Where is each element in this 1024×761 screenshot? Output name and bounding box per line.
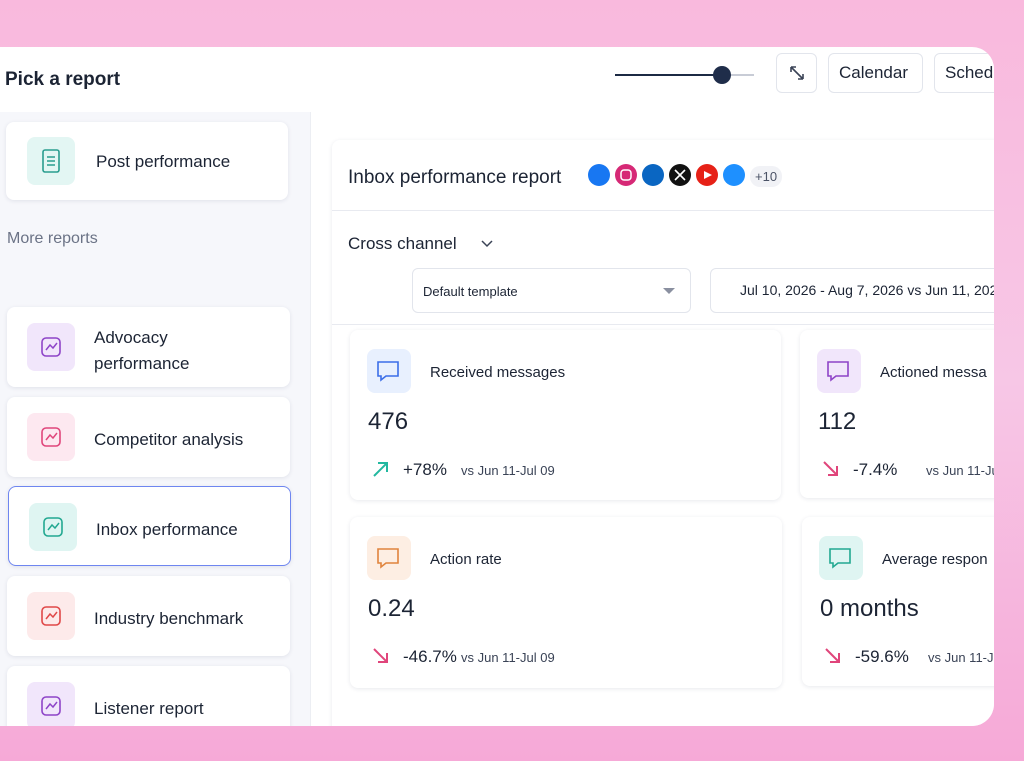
metric-icon: [367, 536, 411, 580]
section-title: More reports: [7, 230, 98, 247]
report-picker: Pick a report Calendar Sched Post perfor…: [0, 47, 994, 726]
more-networks[interactable]: +10: [750, 166, 783, 187]
metric-value: 0 months: [820, 595, 919, 622]
item-icon: [27, 592, 75, 640]
trend-arrow: [824, 647, 842, 670]
item-label: Industry benchmark: [94, 609, 244, 628]
channel-select[interactable]: Cross channel: [348, 234, 457, 253]
zoom-slider[interactable]: [612, 63, 762, 87]
metric-icon: [817, 349, 861, 393]
metric-change: -46.7%: [403, 647, 457, 666]
sidebar-item[interactable]: Competitor analysis: [7, 397, 290, 477]
metric-compare: vs Jun 11-Jul 09: [461, 650, 555, 665]
network-icons: [588, 164, 745, 186]
metric-change: -7.4%: [853, 460, 898, 479]
sidebar-item[interactable]: Listener report: [7, 666, 290, 726]
item-label: Inbox performance: [96, 520, 238, 539]
channel-caret: [481, 240, 493, 248]
sidebar-item[interactable]: Post performance: [6, 122, 288, 200]
item-label: Advocacy performance: [94, 328, 190, 373]
trend-arrow: [372, 647, 390, 670]
item-icon: [27, 682, 75, 726]
item-icon: [29, 503, 77, 551]
report-title: Inbox performance report: [348, 167, 562, 188]
trend-arrow: [372, 460, 390, 483]
metric-value: 476: [368, 408, 409, 435]
metric-label: Actioned messa: [880, 364, 987, 381]
template-select[interactable]: Default template: [412, 268, 691, 313]
item-icon: [27, 323, 75, 371]
metric-label: Received messages: [430, 364, 566, 381]
metric-card: Average respon 0 months -59.6% vs Jun 11-J: [802, 517, 994, 686]
metric-icon: [819, 536, 863, 580]
header-title: Pick a report: [5, 69, 121, 90]
metric-value: 0.24: [368, 595, 415, 622]
item-label: Competitor analysis: [94, 430, 244, 449]
metric-compare: vs Jun 11-J: [928, 650, 994, 665]
schedule-button[interactable]: Sched: [934, 53, 994, 93]
divider: [332, 324, 994, 325]
sidebar-item[interactable]: Inbox performance: [8, 486, 291, 566]
template-label: Default template: [423, 284, 518, 299]
sidebar-item[interactable]: Industry benchmark: [7, 576, 290, 656]
calendar-button[interactable]: Calendar: [828, 53, 923, 93]
sidebar-item[interactable]: Advocacy performance: [7, 307, 290, 387]
item-icon: [27, 413, 75, 461]
metric-label: Action rate: [430, 551, 502, 568]
date-range-select[interactable]: Jul 10, 2026 - Aug 7, 2026 vs Jun 11, 20…: [710, 268, 994, 313]
item-label: Listener report: [94, 699, 204, 718]
metric-card: Actioned messa 112 -7.4% vs Jun 11-Jul: [800, 330, 994, 498]
trend-arrow: [822, 460, 840, 483]
metric-card: Received messages 476 +78% vs Jun 11-Jul 09: [350, 330, 781, 500]
date-range: Jul 10, 2026 - Aug 7, 2026 vs Jun 11, 20…: [740, 282, 994, 298]
metric-change: +78%: [403, 460, 447, 479]
metric-label: Average respon: [882, 551, 988, 568]
sidebar: Post performance More reports Advocacy p…: [0, 112, 311, 726]
item-label: Post performance: [96, 152, 231, 171]
metric-value: 112: [818, 408, 857, 435]
metric-card: Action rate 0.24 -46.7% vs Jun 11-Jul 09: [350, 517, 782, 688]
metric-icon: [367, 349, 411, 393]
metric-compare: vs Jun 11-Jul 09: [461, 463, 555, 478]
divider: [332, 210, 994, 211]
metric-compare: vs Jun 11-Jul: [926, 463, 994, 478]
metric-change: -59.6%: [855, 647, 909, 666]
expand-button[interactable]: [776, 53, 817, 93]
